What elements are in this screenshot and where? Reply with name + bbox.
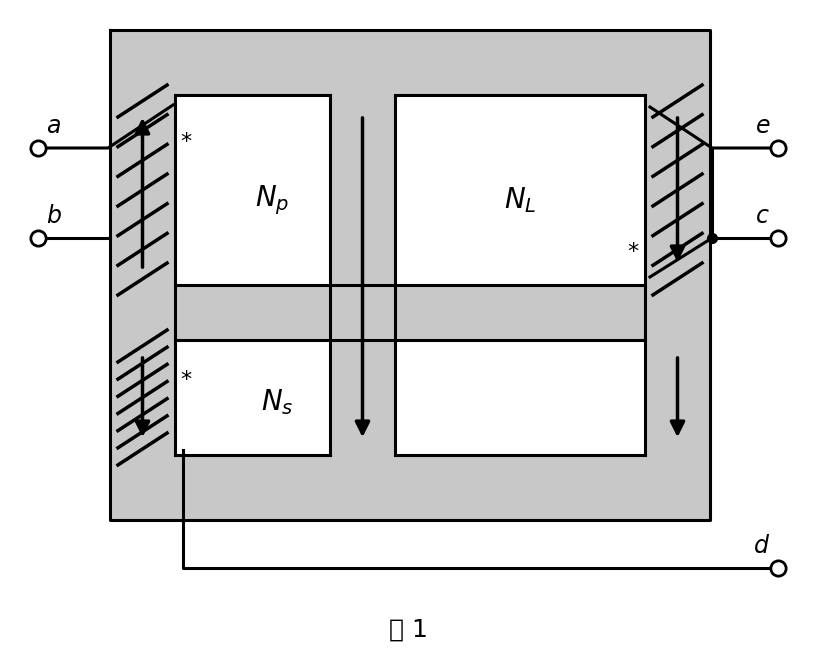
Polygon shape [395,340,645,455]
Text: $N_p$: $N_p$ [256,183,289,217]
Polygon shape [395,95,645,285]
Text: 图 1: 图 1 [389,618,428,642]
Polygon shape [175,340,330,455]
Text: $d$: $d$ [753,534,770,558]
Text: $*$: $*$ [180,368,193,388]
Polygon shape [175,95,330,285]
Text: $*$: $*$ [627,240,640,260]
Polygon shape [110,30,710,520]
Text: $e$: $e$ [755,114,770,138]
Text: $N_L$: $N_L$ [504,185,536,215]
Text: $c$: $c$ [756,204,770,228]
Text: $a$: $a$ [46,114,61,138]
Text: $*$: $*$ [180,130,193,150]
Text: $N_s$: $N_s$ [261,387,294,417]
Text: $b$: $b$ [46,204,62,228]
